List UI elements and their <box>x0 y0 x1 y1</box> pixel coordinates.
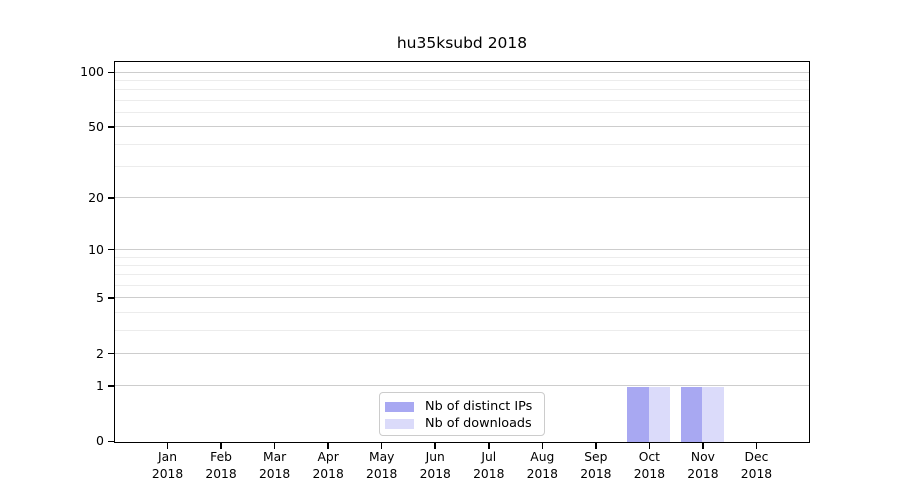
y-gridline-minor-30 <box>115 166 809 168</box>
y-gridline-major-5 <box>115 297 809 299</box>
y-gridline-minor-8 <box>115 265 809 267</box>
bar-downloads-oct <box>648 386 671 442</box>
y-tick-label-1: 1 <box>96 377 104 393</box>
x-tick-label-may-2018: May 2018 <box>366 450 398 481</box>
x-tick-mark-dec <box>755 443 758 449</box>
x-tick-mark-jul <box>488 443 490 449</box>
x-tick-mark-feb <box>220 443 222 449</box>
y-gridline-minor-80 <box>115 89 809 91</box>
y-gridline-major-50 <box>115 126 809 128</box>
x-tick-mark-oct <box>648 443 651 449</box>
y-tick-mark-1 <box>108 385 114 387</box>
legend-item-downloads: Nb of downloads <box>385 416 544 432</box>
bar-distinct-ips-oct <box>627 386 649 442</box>
x-tick-label-sep-2018: Sep 2018 <box>580 450 612 481</box>
y-tick-label-20: 20 <box>88 189 104 205</box>
y-gridline-major-2 <box>115 352 809 354</box>
bar-distinct-ips-nov <box>680 386 703 442</box>
y-gridline-minor-9 <box>115 256 809 258</box>
x-tick-mark-jun <box>434 443 436 449</box>
plot-area: Nb of distinct IPs Nb of downloads <box>114 61 810 443</box>
y-tick-label-50: 50 <box>88 118 104 134</box>
x-tick-label-jan-2018: Jan 2018 <box>151 450 184 481</box>
y-tick-label-10: 10 <box>88 241 104 257</box>
x-tick-label-feb-2018: Feb 2018 <box>205 450 237 481</box>
y-gridline-minor-6 <box>115 285 809 287</box>
x-tick-mark-nov <box>702 443 704 449</box>
y-tick-mark-20 <box>108 197 114 199</box>
x-tick-label-apr-2018: Apr 2018 <box>312 450 344 481</box>
y-tick-label-0: 0 <box>96 433 104 449</box>
x-tick-label-nov-2018: Nov 2018 <box>687 450 719 481</box>
y-tick-mark-0 <box>108 440 114 443</box>
y-tick-mark-2 <box>108 352 114 355</box>
x-tick-label-oct-2018: Oct 2018 <box>633 450 666 481</box>
x-tick-mark-mar <box>273 443 276 449</box>
legend-swatch-downloads-icon <box>385 419 414 429</box>
x-tick-mark-may <box>380 443 383 449</box>
x-tick-label-jul-2018: Jul 2018 <box>473 450 505 481</box>
y-gridline-major-10 <box>115 249 809 251</box>
y-gridline-major-1 <box>115 385 809 387</box>
x-tick-label-jun-2018: Jun 2018 <box>419 450 451 481</box>
y-tick-mark-5 <box>108 297 114 299</box>
y-gridline-major-20 <box>115 197 809 199</box>
x-tick-mark-jan <box>166 443 169 449</box>
y-gridline-minor-90 <box>115 80 809 82</box>
y-gridline-minor-4 <box>115 312 809 314</box>
x-tick-mark-apr <box>327 443 329 449</box>
bar-downloads-nov <box>702 386 724 442</box>
y-gridline-minor-40 <box>115 143 809 145</box>
legend-label-downloads: Nb of downloads <box>425 416 532 431</box>
y-tick-mark-50 <box>108 126 114 128</box>
y-gridline-minor-60 <box>115 112 809 113</box>
y-gridline-minor-3 <box>115 329 809 331</box>
legend-swatch-distinct-ips-icon <box>385 402 414 412</box>
x-tick-label-dec-2018: Dec 2018 <box>740 450 773 481</box>
y-gridline-minor-7 <box>115 274 809 276</box>
plot-layers <box>115 62 809 442</box>
x-tick-label-aug-2018: Aug 2018 <box>526 450 558 481</box>
y-gridline-minor-70 <box>115 99 809 101</box>
y-tick-label-2: 2 <box>96 345 104 361</box>
legend-item-distinct-ips: Nb of distinct IPs <box>385 399 544 415</box>
x-tick-label-mar-2018: Mar 2018 <box>258 450 291 481</box>
chart-title: hu35ksubd 2018 <box>396 34 528 52</box>
x-tick-mark-sep <box>595 443 597 449</box>
y-tick-mark-10 <box>108 248 114 251</box>
y-tick-mark-100 <box>108 71 114 74</box>
legend-label-distinct-ips: Nb of distinct IPs <box>425 399 533 414</box>
y-tick-label-100: 100 <box>80 64 104 80</box>
y-tick-label-5: 5 <box>96 290 104 306</box>
x-tick-mark-aug <box>541 443 544 449</box>
y-gridline-major-100 <box>115 71 809 73</box>
legend: Nb of distinct IPs Nb of downloads <box>379 392 545 436</box>
